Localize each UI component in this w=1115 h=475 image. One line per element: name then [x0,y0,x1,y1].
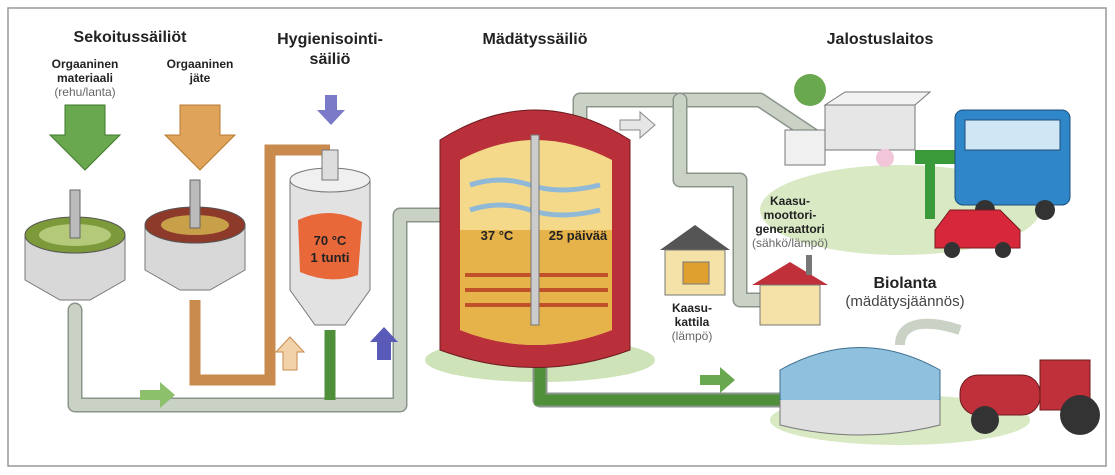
duration: 1 tunti [311,250,350,265]
input-note: (rehu/lanta) [54,85,115,99]
section-note: (mädätysjäännös) [845,293,964,310]
unit-note: (sähkö/lämpö) [752,236,828,250]
unit-label: kattila [675,315,710,329]
input-label: materiaali [57,71,113,85]
input-label: jäte [189,71,211,85]
unit-note: (lämpö) [672,329,713,343]
unit-label: generaattori [755,222,824,236]
section-title: Mädätyssäiliö [483,31,588,48]
unit-label: Kaasu- [672,301,712,315]
temperature: 37 °C [481,228,514,243]
unit-label: moottori- [764,208,817,222]
input-label: Orgaaninen [52,57,119,71]
section-title: Biolanta [873,275,936,292]
section-title: Hygienisointi- [277,31,383,48]
section-title: Jalostuslaitos [827,31,934,48]
unit-label: Kaasu- [770,194,810,208]
input-label: Orgaaninen [167,57,234,71]
section-title: Sekoitussäiliöt [74,29,188,46]
temperature: 70 °C [314,233,347,248]
duration: 25 päivää [549,228,608,243]
section-title: säiliö [310,51,351,68]
biogas-diagram: Sekoitussäiliöt Orgaaninen materiaali (r… [0,0,1115,475]
